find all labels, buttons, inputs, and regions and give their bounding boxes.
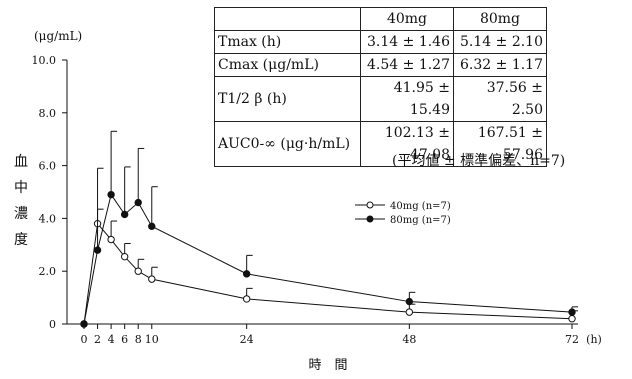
- data-point: [568, 315, 576, 323]
- table-header-40mg: 40mg: [360, 7, 454, 31]
- data-point: [242, 295, 251, 303]
- y-tick-label: 8.0: [39, 107, 57, 120]
- data-point: [405, 308, 414, 316]
- table-param-t-half: T1/2 β (h): [214, 76, 361, 122]
- y-tick-label: 2.0: [39, 265, 57, 278]
- data-point: [80, 320, 88, 328]
- series-line-1: [83, 193, 573, 325]
- table-cell: 4.54 ± 1.27: [360, 53, 454, 77]
- table-header-empty: [214, 7, 361, 31]
- table-footnote: (平均値 ± 標準偏差、n=7): [392, 153, 566, 169]
- y-tick-label: 10.0: [32, 54, 57, 67]
- x-tick-label: 8: [135, 333, 142, 346]
- data-point: [107, 190, 115, 199]
- legend-marker: [366, 215, 374, 223]
- table-row: AUC0-∞ (μg·h/mL) 102.13 ± 47.08 167.51 ±…: [214, 121, 547, 167]
- table-cell: 6.32 ± 1.17: [453, 53, 547, 77]
- data-point: [134, 198, 142, 207]
- table-cell: 41.95 ± 15.49: [360, 76, 454, 122]
- table-cell: 37.56 ± 2.50: [453, 76, 547, 122]
- data-point: [148, 222, 156, 231]
- table-param-cmax: Cmax (μg/mL): [214, 53, 361, 77]
- x-axis-label: 時 間: [308, 358, 347, 373]
- table-cell: 5.14 ± 2.10: [453, 30, 547, 54]
- table-row: Tmax (h) 3.14 ± 1.46 5.14 ± 2.10: [214, 30, 547, 54]
- x-tick-label: 48: [402, 333, 416, 346]
- table-row: T1/2 β (h) 41.95 ± 15.49 37.56 ± 2.50: [214, 76, 547, 122]
- y-unit-label: (μg/mL): [34, 29, 82, 43]
- x-tick-label: 2: [94, 333, 101, 346]
- data-point: [93, 246, 102, 254]
- data-point: [242, 270, 251, 278]
- pk-parameter-table: 40mg 80mg Tmax (h) 3.14 ± 1.46 5.14 ± 2.…: [214, 7, 547, 167]
- x-tick-label: 72: [565, 333, 579, 346]
- table-cell: 102.13 ± 47.08: [360, 121, 454, 167]
- y-axis-label-char: 度: [14, 232, 28, 248]
- data-point: [107, 235, 115, 244]
- data-point: [120, 252, 129, 261]
- y-tick-label: 6.0: [39, 160, 57, 173]
- legend-marker: [366, 201, 374, 209]
- data-point: [148, 275, 156, 283]
- x-tick-label: 4: [108, 333, 115, 346]
- y-axis-label-char: 濃: [14, 206, 28, 222]
- table-row: Cmax (μg/mL) 4.54 ± 1.27 6.32 ± 1.17: [214, 53, 547, 77]
- table-header-row: 40mg 80mg: [214, 7, 547, 31]
- series-line-0: [83, 222, 573, 325]
- x-tick-label: 6: [121, 333, 128, 346]
- y-axis-label-char: 血: [14, 154, 28, 170]
- data-point: [134, 267, 142, 275]
- x-tick-label: 10: [145, 333, 159, 346]
- data-point: [120, 210, 129, 219]
- table-param-auc: AUC0-∞ (μg·h/mL): [214, 121, 361, 167]
- table-param-tmax: Tmax (h): [214, 30, 361, 54]
- y-tick-label: 0: [49, 318, 56, 331]
- y-tick-label: 4.0: [39, 212, 57, 225]
- y-axis-label-char: 中: [14, 180, 28, 196]
- x-unit-label: (h): [586, 333, 602, 346]
- legend-label: 80mg (n=7): [390, 215, 451, 226]
- table-cell: 167.51 ± 57.96: [453, 121, 547, 167]
- data-point: [568, 308, 576, 316]
- data-point: [405, 297, 414, 306]
- legend-label: 40mg (n=7): [390, 201, 451, 212]
- table-cell: 3.14 ± 1.46: [360, 30, 454, 54]
- x-tick-label: 0: [81, 333, 88, 346]
- x-tick-label: 24: [240, 333, 254, 346]
- table-header-80mg: 80mg: [453, 7, 547, 31]
